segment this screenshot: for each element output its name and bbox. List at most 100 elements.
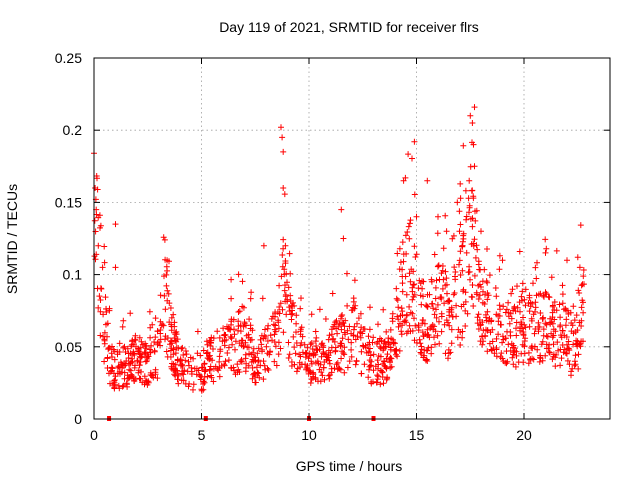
- data-point: [262, 326, 268, 333]
- data-point: [559, 282, 566, 289]
- data-point: [367, 362, 374, 369]
- data-point: [568, 328, 575, 335]
- data-point: [341, 344, 348, 351]
- data-point: [443, 317, 450, 324]
- data-point: [365, 374, 372, 381]
- data-point: [180, 371, 187, 378]
- data-point: [386, 356, 393, 363]
- data-point: [198, 386, 205, 393]
- data-point: [484, 246, 490, 252]
- data-point: [367, 304, 373, 311]
- data-point: [543, 321, 550, 328]
- data-point: [419, 278, 426, 285]
- data-point: [457, 272, 464, 278]
- data-point: [112, 264, 119, 271]
- data-point: [206, 352, 213, 359]
- data-point: [103, 309, 110, 315]
- data-point: [578, 304, 585, 311]
- data-point: [222, 358, 229, 365]
- data-point: [431, 323, 438, 330]
- data-point: [118, 369, 125, 376]
- data-point: [290, 333, 297, 340]
- data-point: [170, 311, 177, 318]
- data-point: [387, 355, 394, 361]
- data-point: [94, 175, 100, 182]
- data-point: [466, 202, 473, 209]
- data-point: [179, 370, 186, 377]
- data-point: [439, 285, 446, 292]
- data-point: [370, 367, 377, 374]
- data-point: [367, 345, 373, 352]
- data-point: [358, 348, 365, 355]
- data-point: [167, 305, 174, 311]
- data-point: [251, 370, 258, 377]
- data-point: [483, 326, 489, 333]
- data-point: [175, 380, 182, 387]
- data-point: [422, 331, 429, 337]
- data-point: [194, 328, 201, 335]
- data-point: [477, 322, 484, 329]
- data-point: [388, 335, 395, 342]
- data-point: [399, 273, 406, 280]
- data-point: [533, 275, 540, 282]
- data-point: [463, 249, 470, 256]
- data-point: [277, 300, 284, 307]
- data-point: [131, 336, 138, 343]
- data-point: [513, 352, 520, 359]
- data-point: [103, 321, 109, 328]
- data-point: [277, 345, 284, 352]
- data-point: [432, 284, 439, 291]
- data-point: [285, 339, 292, 346]
- data-point: [436, 340, 443, 347]
- data-point: [394, 353, 401, 360]
- data-point: [497, 321, 504, 328]
- data-point: [313, 343, 320, 349]
- data-point: [190, 355, 197, 362]
- data-point: [564, 257, 570, 264]
- data-point: [188, 364, 195, 371]
- data-point: [466, 177, 473, 184]
- data-point: [463, 213, 470, 220]
- data-point: [402, 317, 409, 324]
- data-point: [344, 327, 351, 334]
- data-point: [221, 342, 228, 349]
- data-point: [354, 320, 360, 327]
- data-point: [473, 242, 480, 249]
- data-point: [130, 374, 137, 381]
- data-point: [174, 376, 181, 383]
- x-tick-label: 5: [198, 427, 206, 443]
- data-point: [548, 274, 555, 281]
- data-point: [568, 372, 574, 379]
- data-point: [313, 334, 320, 341]
- data-point: [375, 361, 382, 368]
- data-point: [508, 290, 515, 297]
- data-point: [519, 325, 525, 332]
- data-point: [110, 346, 117, 353]
- data-point: [216, 353, 223, 360]
- data-point: [249, 327, 256, 334]
- data-point: [168, 314, 175, 321]
- data-point: [525, 360, 532, 367]
- data-point: [142, 350, 149, 357]
- data-point: [366, 366, 372, 373]
- data-point: [308, 376, 315, 383]
- data-point: [395, 316, 402, 323]
- data-point: [163, 348, 170, 355]
- data-point: [365, 341, 371, 348]
- data-point: [258, 341, 265, 348]
- data-point: [387, 346, 394, 353]
- data-point: [204, 341, 211, 348]
- data-point: [423, 356, 430, 363]
- data-point: [120, 382, 127, 389]
- data-point: [542, 352, 549, 359]
- y-tick-label: 0: [74, 411, 82, 427]
- data-point: [558, 334, 565, 341]
- data-point: [521, 350, 528, 357]
- data-point: [551, 299, 558, 305]
- data-point: [493, 311, 500, 318]
- data-point: [416, 277, 423, 284]
- data-point: [574, 340, 581, 347]
- data-point: [100, 333, 107, 340]
- data-point: [468, 187, 475, 194]
- data-point: [565, 338, 572, 345]
